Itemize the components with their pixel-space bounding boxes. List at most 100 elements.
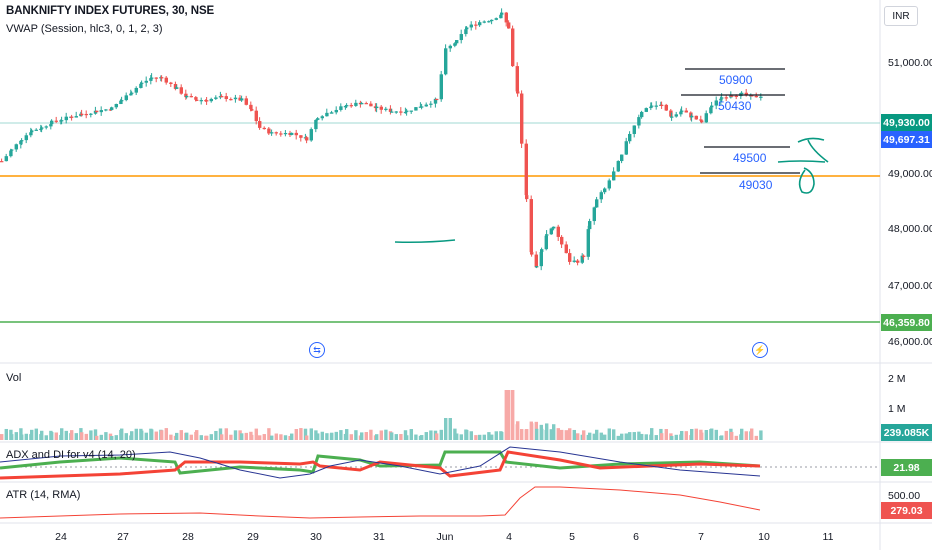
volume-bar [588, 432, 592, 440]
candle-body [552, 226, 556, 229]
volume-bar [214, 430, 218, 440]
candle-body [710, 105, 714, 108]
candle-body [244, 98, 248, 105]
currency-button[interactable]: INR [884, 6, 918, 26]
candle-body [44, 126, 48, 128]
volume-bar [740, 428, 744, 440]
candle-body [529, 199, 533, 253]
dividend-icon[interactable]: ⚡ [752, 342, 768, 358]
date-5: 5 [569, 531, 575, 543]
candle-body [267, 128, 271, 134]
candle-body [139, 83, 143, 88]
volume-bar [316, 433, 320, 440]
candle-body [54, 120, 58, 122]
volume-bar [314, 430, 318, 440]
candle-body [114, 104, 118, 108]
candle-body [129, 93, 133, 96]
vwap-indicator-label[interactable]: VWAP (Session, hlc3, 0, 1, 2, 3) [6, 23, 163, 35]
volume-bar [19, 428, 23, 440]
split-icon[interactable]: ⇆ [309, 342, 325, 358]
volume-bar [379, 430, 383, 440]
candle-body [632, 125, 636, 134]
candle-body [612, 171, 616, 181]
volume-bar [435, 433, 439, 440]
candle-body [494, 18, 498, 20]
minus-di-line [0, 450, 761, 480]
candle-body [582, 255, 586, 257]
volume-bar [704, 429, 708, 440]
volume-bar [664, 429, 668, 440]
volume-bar [179, 430, 183, 440]
candle-body [535, 266, 539, 268]
volume-bar [4, 428, 8, 440]
volume-bar [330, 432, 334, 440]
candle-body [530, 252, 534, 255]
candle-body [544, 235, 548, 250]
candle-body [110, 107, 114, 110]
volume-bar [262, 434, 266, 440]
candle-body [294, 132, 298, 136]
adx-pane-label[interactable]: ADX and DI for v4 (14, 20) [6, 449, 136, 461]
volume-bar [504, 390, 508, 440]
candle-body [660, 104, 664, 106]
volume-bar [720, 435, 724, 440]
candle-body [588, 221, 592, 230]
level-label-49500[interactable]: 49500 [733, 151, 767, 165]
volume-bar [560, 429, 564, 440]
candle-body [93, 110, 98, 114]
volume-bar [734, 435, 738, 440]
candle-body [325, 112, 329, 117]
volume-bar [448, 418, 452, 440]
candle-body [459, 34, 463, 41]
volume-bar [34, 428, 38, 440]
candle-body [233, 97, 238, 100]
candle-body [499, 14, 503, 19]
candle-body [169, 82, 173, 84]
level-label-50430[interactable]: 50430 [718, 99, 752, 113]
candle-body [290, 132, 294, 135]
volume-bar [218, 428, 223, 440]
volume-bar [114, 435, 118, 440]
candle-body [576, 260, 580, 263]
level-label-50900[interactable]: 50900 [719, 73, 753, 87]
volume-bar [390, 432, 394, 440]
volume-bar [474, 435, 478, 440]
candle-body [309, 129, 313, 141]
candle-body [179, 87, 183, 94]
volume-bar [444, 418, 448, 440]
candle-body [160, 77, 164, 79]
volume-bar [429, 430, 433, 440]
volume-bar [244, 432, 248, 440]
candle-body [556, 226, 560, 237]
candle-body [709, 107, 713, 114]
candle-body [379, 106, 383, 110]
candle-body [674, 114, 678, 117]
candle-body [525, 195, 529, 200]
price-tick-46000: 46,000.00 [888, 336, 932, 348]
symbol-title[interactable]: BANKNIFTY INDEX FUTURES, 30, NSE [6, 5, 215, 17]
candle-body [740, 92, 744, 94]
volume-bar [599, 432, 603, 440]
volume-bar [612, 429, 616, 440]
candle-body [699, 119, 703, 121]
atr-pane-label[interactable]: ATR (14, RMA) [6, 489, 81, 501]
level-label-49030[interactable]: 49030 [739, 178, 773, 192]
volume-bar [535, 428, 539, 440]
volume-bars [0, 390, 763, 440]
volume-bar [124, 433, 128, 440]
candle-body [507, 22, 511, 29]
candles [0, 8, 763, 271]
volume-bar [540, 428, 544, 440]
volume-bar [224, 428, 228, 440]
candle-body [478, 22, 482, 26]
volume-bar [394, 434, 398, 440]
candle-body [262, 127, 266, 130]
candle-body [515, 66, 519, 92]
candle-body [250, 109, 254, 111]
volume-pane-label[interactable]: Vol [6, 372, 22, 384]
candle-body [644, 108, 648, 112]
volume-bar [309, 428, 313, 440]
candle-body [650, 105, 654, 107]
volume-bar [660, 433, 664, 440]
